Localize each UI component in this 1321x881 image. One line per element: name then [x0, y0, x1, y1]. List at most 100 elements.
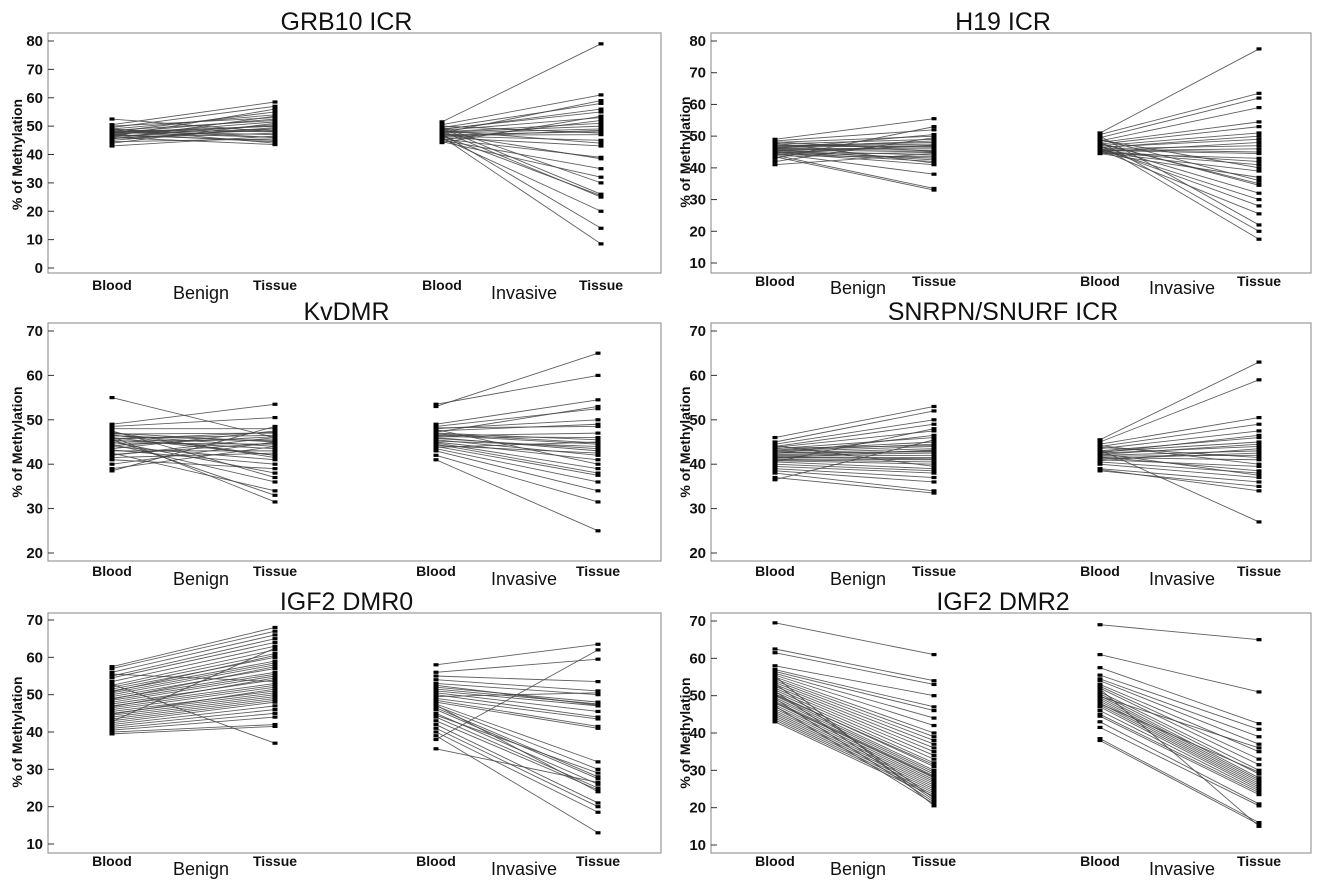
tissue-point [931, 438, 937, 442]
pair-line [774, 672, 935, 719]
tissue-point [272, 127, 278, 131]
tissue-point [272, 704, 278, 708]
pair-line [1099, 699, 1260, 782]
pair-line [435, 459, 599, 532]
x-category-label: Blood [1080, 853, 1120, 869]
tissue-point [1256, 422, 1262, 426]
pair-line [1099, 132, 1260, 147]
tissue-point [272, 689, 278, 693]
blood-point [433, 663, 439, 667]
panel-title: IGF2 DMR2 [936, 588, 1069, 616]
x-category-label: Blood [755, 853, 795, 869]
y-tick-label: 70 [26, 323, 43, 340]
pair-line [111, 649, 276, 686]
pair-line [1099, 710, 1260, 792]
pair-line [774, 443, 935, 452]
pair-line [435, 450, 599, 492]
blood-point [1097, 694, 1103, 699]
blood-point [772, 464, 778, 469]
x-category-label: Tissue [576, 563, 620, 579]
tissue-point [931, 144, 937, 148]
tissue-point [595, 398, 601, 402]
blood-point [433, 689, 439, 693]
blood-point [772, 718, 778, 722]
blood-point [109, 732, 115, 736]
tissue-point [272, 715, 278, 719]
tissue-point [272, 644, 278, 648]
blood-point [433, 737, 439, 742]
tissue-point [595, 771, 601, 775]
pair-line [435, 703, 599, 763]
blood-point [1097, 677, 1103, 681]
pair-line [111, 688, 276, 715]
pair-line [435, 699, 599, 727]
tissue-point [931, 429, 937, 433]
pair-line [111, 115, 276, 140]
pair-line [1099, 48, 1260, 134]
panel-title: IGF2 DMR0 [280, 588, 413, 616]
blood-point [1097, 445, 1103, 449]
blood-point [433, 694, 439, 699]
y-tick-label: 40 [26, 724, 43, 741]
pair-line [435, 442, 599, 470]
tissue-point [931, 793, 937, 797]
tissue-point [931, 796, 937, 800]
tissue-point [931, 778, 937, 782]
pair-line [111, 133, 276, 143]
pair-line [111, 105, 276, 128]
blood-point [772, 669, 778, 673]
pair-line [441, 94, 602, 126]
pair-line [1099, 469, 1260, 492]
blood-point [772, 159, 778, 164]
blood-point [433, 703, 439, 707]
pair-line [1099, 147, 1260, 207]
tissue-point [272, 661, 278, 665]
blood-point [1097, 673, 1103, 677]
tissue-point [595, 422, 601, 426]
tissue-point [598, 124, 604, 128]
blood-point [433, 693, 439, 697]
series-invasive [1097, 360, 1262, 524]
group-label: Invasive [1149, 859, 1215, 879]
blood-point [1097, 134, 1103, 138]
tissue-point [1256, 197, 1262, 202]
pair-line [1099, 443, 1260, 455]
blood-point [433, 426, 439, 430]
blood-point [433, 696, 439, 700]
blood-point [1097, 467, 1103, 472]
tissue-point [272, 672, 278, 676]
panel-title: KvDMR [303, 298, 389, 326]
pair-line [111, 655, 276, 693]
group-label: Benign [830, 569, 886, 589]
blood-point [109, 730, 115, 734]
y-tick-label: 70 [689, 613, 706, 630]
tissue-point [1256, 462, 1262, 466]
tissue-point [1256, 785, 1262, 789]
pair-line [1099, 685, 1260, 760]
pair-line [441, 126, 602, 184]
group-label: Invasive [491, 859, 557, 879]
tissue-point [272, 708, 278, 712]
pair-line [111, 664, 276, 696]
series-invasive [1097, 47, 1262, 241]
series-invasive [433, 351, 601, 533]
pair-line [1099, 150, 1260, 162]
blood-point [772, 712, 778, 716]
blood-point [109, 132, 115, 136]
tissue-point [1256, 638, 1262, 642]
pair-line [111, 641, 276, 679]
pair-line [774, 463, 935, 472]
tissue-point [272, 455, 278, 460]
tissue-point [595, 444, 601, 449]
x-category-label: Tissue [912, 853, 956, 869]
tissue-point [931, 172, 937, 176]
pair-line [435, 448, 599, 483]
tissue-point [272, 471, 278, 475]
tissue-point [595, 780, 601, 784]
tissue-point [272, 402, 278, 406]
pair-line [441, 122, 602, 133]
y-tick-label: 20 [689, 800, 706, 817]
blood-point [433, 404, 439, 409]
pair-line [111, 436, 276, 447]
blood-point [433, 449, 439, 453]
